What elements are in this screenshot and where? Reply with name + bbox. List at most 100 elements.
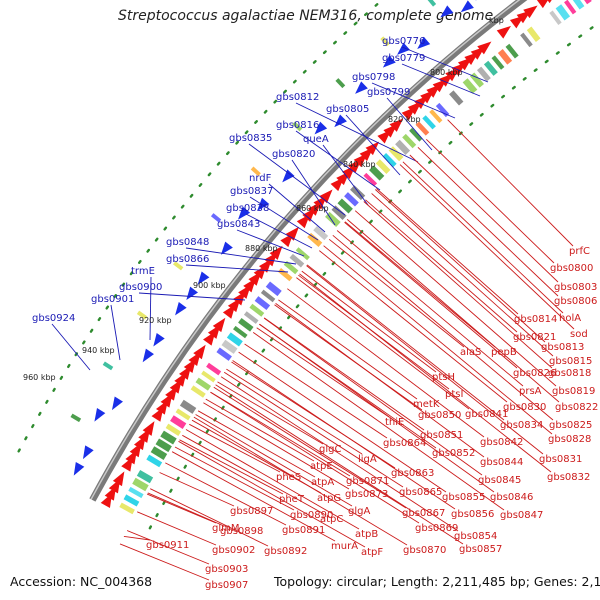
- reverse-label-connector: [354, 210, 557, 387]
- reverse-label-connector: [346, 219, 560, 403]
- reverse-label-connector: [301, 270, 437, 373]
- reverse-gene-label: glgA: [348, 506, 370, 517]
- forward-gene-arrow: [257, 197, 270, 211]
- reverse-gene-arrow: [232, 291, 246, 306]
- reverse-gene-label: gbs0865: [399, 487, 442, 498]
- reverse-gene-arrow: [155, 400, 168, 415]
- reverse-gene-label: gbs0800: [550, 263, 593, 274]
- reverse-label-connector: [146, 493, 217, 524]
- topology-text: Topology: circular; Length: 2,211,485 bp…: [274, 574, 600, 589]
- reverse-gene-label: ligA: [358, 454, 377, 465]
- reverse-gene-label: gbs0834: [500, 420, 543, 431]
- reverse-gene-arrow: [100, 493, 113, 508]
- reverse-gene-label: gbs0822: [555, 402, 598, 413]
- reverse-gene-label: metK: [413, 399, 440, 410]
- reverse-label-connector: [319, 250, 508, 403]
- reverse-gene-label: gbs0892: [264, 546, 307, 557]
- reverse-gene-arrow: [243, 278, 257, 293]
- outer-tick-row: [13, 0, 385, 460]
- forward-gene-arrow: [73, 461, 85, 476]
- reverse-gene-label: gbs0819: [552, 386, 595, 397]
- kbp-position-labels: 800 kbp 820 kbp 840 kbp 860 kbp 880 kbp 900 k…: [23, 16, 504, 382]
- reverse-label-connector: [425, 138, 555, 264]
- reverse-label-connector: [344, 221, 496, 348]
- forward-gene-arrow: [82, 445, 94, 460]
- reverse-label-connector: [259, 323, 495, 493]
- reverse-label-connector: [195, 414, 353, 507]
- cog-band-segment: [150, 446, 168, 460]
- reverse-gene-label: gbs0818: [548, 368, 591, 379]
- reverse-gene-label: gbs0814: [514, 314, 557, 325]
- reverse-label-connector: [299, 273, 552, 473]
- feature-marker: [335, 78, 346, 89]
- reverse-label-connector: [137, 511, 217, 546]
- forward-label-connector: [138, 292, 246, 301]
- reverse-label-connector: [203, 402, 350, 490]
- forward-label-connector: [371, 82, 456, 119]
- forward-gene-arrow: [238, 206, 251, 220]
- feature-marker: [427, 0, 437, 7]
- cog-band-segment: [483, 60, 498, 76]
- reverse-gene-label: gbs0854: [454, 531, 497, 542]
- cog-band-segment: [549, 10, 562, 26]
- reverse-gene-arrow: [227, 297, 241, 313]
- cog-band-segment: [179, 399, 197, 414]
- reverse-gene-arrow: [188, 351, 201, 367]
- reverse-gene-arrow: [457, 57, 473, 71]
- forward-gene-label: queA: [303, 134, 329, 145]
- reverse-gene-label: gbs0826: [513, 368, 556, 379]
- forward-gene-label: gbs0812: [276, 92, 319, 103]
- cog-band-segment: [331, 205, 347, 220]
- reverse-label-connector: [226, 368, 363, 455]
- cog-band-segment: [375, 159, 391, 174]
- cog-band-segment: [226, 332, 243, 347]
- cog-band-segment: [344, 192, 359, 207]
- reverse-gene-arrow: [248, 271, 262, 286]
- forward-gene-arrow: [314, 121, 328, 135]
- cog-band-segment: [584, 0, 592, 5]
- cog-band-segment: [201, 370, 216, 383]
- cog-band-segment: [206, 362, 222, 376]
- reverse-gene-arrow: [259, 258, 272, 273]
- forward-gene-arrow: [397, 42, 410, 55]
- forward-gene-label: gbs0866: [166, 254, 209, 265]
- reverse-gene-label: gbs0825: [549, 420, 592, 431]
- reverse-label-connector: [171, 451, 336, 542]
- reverse-gene-label: gbs0841: [465, 409, 508, 420]
- reverse-gene-label: gbs0806: [554, 296, 597, 307]
- reverse-label-connector: [213, 386, 407, 509]
- cog-band-segment: [175, 408, 191, 421]
- reverse-gene-label: atpC: [320, 514, 343, 525]
- forward-gene-label: gbs0816: [276, 120, 319, 131]
- reverse-label-connector: [296, 277, 470, 410]
- reverse-gene-label: atpB: [355, 529, 378, 540]
- kbp-marker-label: 940 kbp: [82, 346, 115, 355]
- reverse-label-connector: [215, 384, 464, 545]
- reverse-label-connector: [179, 439, 284, 495]
- cog-band-segment: [132, 477, 149, 492]
- forward-gene-label: gbs0901: [91, 294, 134, 305]
- forward-gene-label: nrdF: [249, 173, 272, 184]
- reverse-gene-arrow: [523, 5, 538, 19]
- forward-label-connector: [185, 264, 289, 273]
- cog-band-segment: [476, 66, 491, 82]
- forward-gene-arrow: [417, 36, 431, 49]
- forward-gene-arrow: [153, 332, 165, 347]
- reverse-gene-label: alaS: [460, 347, 481, 358]
- cog-band-segment: [170, 415, 187, 430]
- reverse-gene-arrow: [536, 0, 552, 9]
- cog-band-segment: [564, 0, 577, 15]
- reverse-gene-arrow: [121, 456, 133, 472]
- forward-gene-arrow: [282, 169, 295, 183]
- reverse-gene-arrow: [142, 421, 155, 436]
- reverse-label-connector: [244, 343, 388, 439]
- reverse-gene-label: gbs0842: [480, 437, 523, 448]
- forward-gene-arrow: [382, 55, 396, 68]
- figure-title: Streptococcus agalactiae NEM316, complet…: [118, 8, 494, 24]
- reverse-label-connector: [210, 391, 420, 524]
- reverse-label-connector: [178, 440, 366, 548]
- reverse-label-connector: [126, 530, 210, 565]
- forward-gene-label: gbs0779: [382, 53, 425, 64]
- feature-marker: [136, 310, 148, 320]
- reverse-label-connector: [278, 299, 418, 400]
